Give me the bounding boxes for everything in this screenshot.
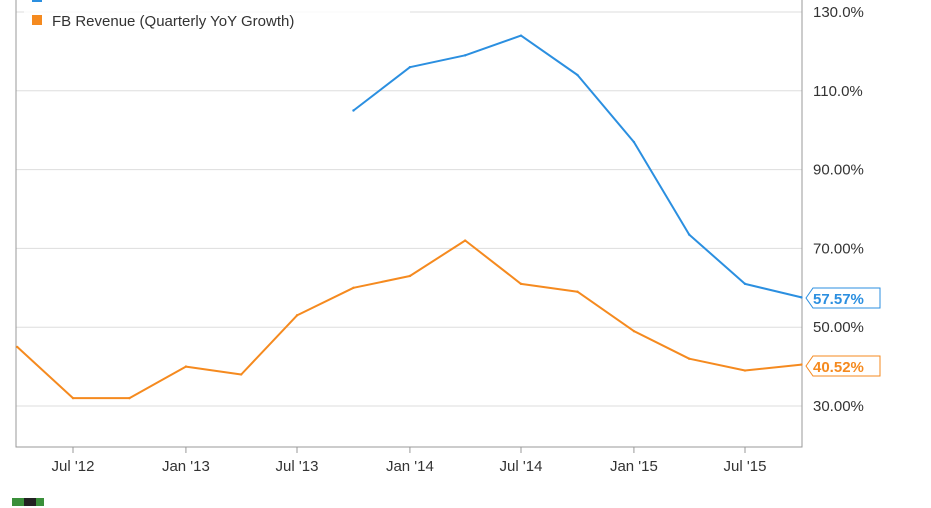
- series-1-point-1: [408, 65, 412, 69]
- series-2-point-3: [184, 365, 188, 368]
- series-2-point-1: [71, 396, 75, 400]
- x-tick-label-3: Jan '14: [386, 458, 434, 475]
- series-2-point-8: [463, 239, 467, 242]
- series-1-point-7: [743, 282, 747, 286]
- series-1-point-8: [800, 296, 803, 299]
- x-tick-label-2: Jul '13: [276, 458, 319, 475]
- series-lines: [15, 34, 803, 400]
- y-axis: 30.00% 50.00% 70.00% 90.00% 110.0% 130.0%: [813, 4, 864, 415]
- y-tick-label-2: 70.00%: [813, 240, 864, 257]
- series-2-point-2: [128, 396, 131, 400]
- y-tick-label-1: 50.00%: [813, 319, 864, 336]
- series-2-point-6: [352, 286, 355, 289]
- series-1-point-4: [576, 73, 579, 77]
- x-tick-label-6: Jul '15: [724, 458, 767, 475]
- y-tick-label-4: 110.0%: [813, 83, 863, 100]
- series-2-point-5: [295, 314, 299, 317]
- y-tick-label-5: 130.0%: [813, 4, 864, 21]
- series-2-point-4: [239, 373, 243, 376]
- series-2-point-9: [519, 282, 523, 286]
- series-1-point-3: [519, 34, 523, 37]
- y-tick-label-3: 90.00%: [813, 162, 864, 179]
- series-2-point-10: [576, 290, 579, 293]
- end-value-series-2: 40.52%: [813, 359, 864, 376]
- legend-background: [24, 0, 410, 38]
- logo-icon: [12, 498, 44, 506]
- x-tick-label-1: Jan '13: [162, 458, 210, 475]
- x-tick-label-5: Jan '15: [610, 458, 658, 475]
- legend-swatch-series-2: [32, 15, 42, 25]
- x-tick-label-0: Jul '12: [52, 458, 95, 475]
- legend: FB Revenue (Quarterly YoY Growth): [24, 0, 410, 38]
- end-label-series-1: 57.57%: [805, 287, 881, 309]
- legend-swatch-series-1: [32, 0, 42, 2]
- series-1-point-0: [352, 109, 355, 112]
- end-label-series-2: 40.52%: [805, 355, 881, 377]
- plot-frame: [15, 0, 803, 448]
- series-1-point-5: [632, 140, 636, 144]
- y-tick-label-0: 30.00%: [813, 398, 864, 415]
- series-2-point-12: [687, 357, 691, 360]
- x-axis: Jul '12 Jan '13 Jul '13 Jan '14 Jul '14 Jan '…: [52, 447, 767, 475]
- series-line-2: [16, 239, 802, 400]
- series-2-point-0: [15, 345, 19, 349]
- series-2-point-11: [632, 329, 636, 333]
- series-2-point-13: [743, 369, 747, 372]
- x-tick-label-4: Jul '14: [500, 458, 543, 475]
- series-1-point-6: [687, 233, 691, 236]
- series-1-point-2: [463, 54, 467, 57]
- series-2-point-14: [800, 363, 803, 366]
- series-2-point-7: [408, 274, 412, 278]
- end-value-series-1: 57.57%: [813, 291, 864, 308]
- legend-label-series-2: FB Revenue (Quarterly YoY Growth): [52, 13, 294, 30]
- gridlines: [16, 11, 802, 407]
